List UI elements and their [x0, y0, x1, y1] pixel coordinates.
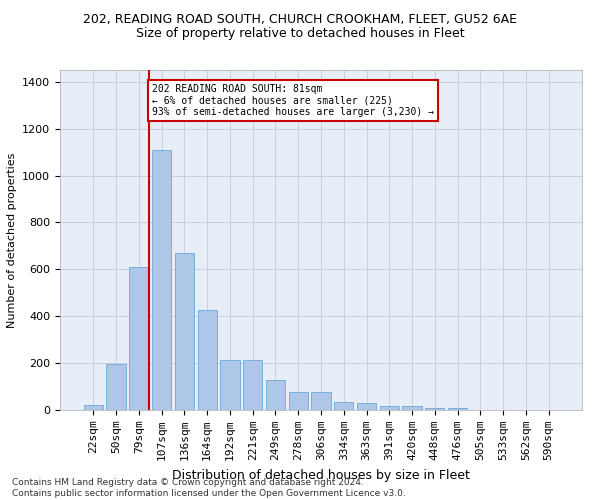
Bar — [152, 150, 172, 410]
Bar — [220, 360, 239, 410]
Bar — [334, 402, 353, 410]
Bar — [197, 310, 217, 410]
Bar — [175, 253, 194, 410]
Text: Contains HM Land Registry data © Crown copyright and database right 2024.
Contai: Contains HM Land Registry data © Crown c… — [12, 478, 406, 498]
Text: Size of property relative to detached houses in Fleet: Size of property relative to detached ho… — [136, 28, 464, 40]
Y-axis label: Number of detached properties: Number of detached properties — [7, 152, 17, 328]
Bar — [129, 267, 149, 410]
Bar — [289, 392, 308, 410]
Bar — [84, 406, 103, 410]
Bar — [425, 408, 445, 410]
Bar — [403, 406, 422, 410]
Bar — [106, 364, 126, 410]
Bar — [311, 392, 331, 410]
X-axis label: Distribution of detached houses by size in Fleet: Distribution of detached houses by size … — [172, 468, 470, 481]
Text: 202 READING ROAD SOUTH: 81sqm
← 6% of detached houses are smaller (225)
93% of s: 202 READING ROAD SOUTH: 81sqm ← 6% of de… — [152, 84, 434, 117]
Bar — [448, 408, 467, 410]
Bar — [243, 360, 262, 410]
Bar — [266, 380, 285, 410]
Bar — [357, 404, 376, 410]
Bar — [380, 406, 399, 410]
Text: 202, READING ROAD SOUTH, CHURCH CROOKHAM, FLEET, GU52 6AE: 202, READING ROAD SOUTH, CHURCH CROOKHAM… — [83, 12, 517, 26]
